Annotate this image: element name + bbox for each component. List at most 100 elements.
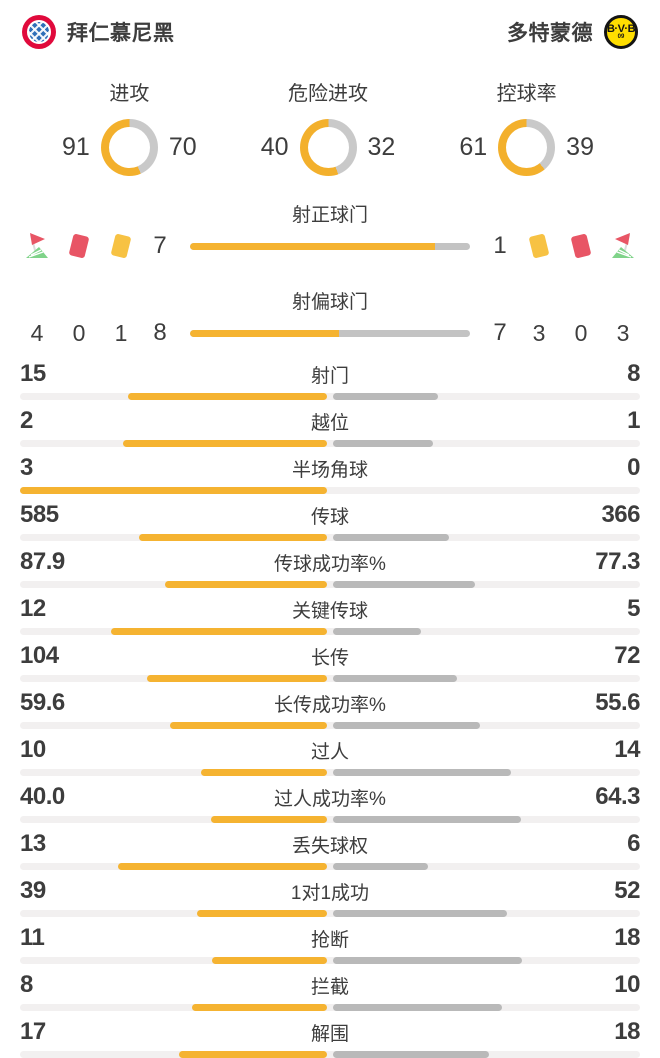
stat-home-value: 40.0 — [20, 783, 65, 810]
shots-on-target-away-value: 1 — [493, 232, 507, 259]
stat-label: 传球 — [310, 506, 349, 528]
stat-away-value: 52 — [614, 877, 640, 904]
stat-bar-home-fill — [165, 581, 327, 588]
stat-away-value: 10 — [614, 971, 640, 998]
stat-bar-home-fill — [146, 675, 327, 682]
stat-bar-away-fill — [333, 534, 450, 541]
stat-label: 长传 — [310, 647, 349, 669]
stat-row: 12 关键传球 5 — [20, 595, 640, 635]
shots-on-target-label: 射正球门 — [291, 205, 368, 226]
donut-possession-label: 控球率 — [496, 83, 557, 105]
home-team-name: 拜仁慕尼黑 — [67, 22, 175, 45]
stat-row: 585 传球 366 — [20, 501, 640, 541]
donut-possession-away-value: 39 — [566, 133, 594, 161]
stat-label: 越位 — [310, 412, 349, 434]
stat-bar-home-fill — [139, 534, 327, 541]
red-card-icon — [62, 232, 96, 260]
donut-dangerous-attacks-away-value: 32 — [367, 133, 396, 161]
shots-off-target-row: 4 0 1 8 7 3 0 3 — [20, 316, 640, 350]
donut-attacks-label: 进攻 — [109, 83, 150, 105]
donut-dangerous-attacks-label: 危险进攻 — [288, 83, 368, 105]
stat-row: 3 半场角球 0 — [20, 454, 640, 494]
stat-label: 1对1成功 — [290, 882, 370, 904]
donut-possession-home-value: 61 — [459, 133, 488, 161]
stat-bar — [20, 534, 640, 541]
home-discipline-icons — [20, 232, 138, 260]
stat-bar-away-fill — [333, 1004, 503, 1011]
shots-off-target-away-value: 7 — [493, 319, 507, 346]
stat-home-value: 8 — [20, 971, 33, 998]
stat-row: 2 越位 1 — [20, 407, 640, 447]
yellow-card-icon — [104, 232, 138, 260]
stat-bar — [20, 393, 640, 400]
stat-bar-away-fill — [333, 628, 422, 635]
stat-bar-home-fill — [123, 440, 327, 447]
donut-possession: 控球率 61 39 — [427, 77, 626, 176]
stat-bar-away-fill — [333, 440, 434, 447]
stat-away-value: 18 — [614, 924, 640, 951]
stat-away-value: 366 — [601, 501, 640, 528]
stat-home-value: 13 — [20, 830, 46, 857]
stat-bar-away-fill — [333, 722, 480, 729]
donut-dangerous-attacks: 危险进攻 40 32 — [229, 77, 428, 176]
stat-away-value: 6 — [627, 830, 640, 857]
stat-row: 17 解围 18 — [20, 1018, 640, 1058]
stat-label: 长传成功率% — [274, 694, 386, 716]
stat-home-value: 15 — [20, 360, 46, 387]
stat-bar — [20, 769, 640, 776]
away-team: 多特蒙德 B·V·B 09 — [507, 15, 638, 49]
stat-home-value: 17 — [20, 1018, 46, 1045]
home-discipline-counts: 4 0 1 — [20, 320, 138, 347]
donut-dangerous-attacks-ring — [299, 119, 357, 176]
stat-bar-home-fill — [127, 393, 327, 400]
stat-bar-home-fill — [20, 487, 327, 494]
stat-row: 59.6 长传成功率% 55.6 — [20, 689, 640, 729]
stat-bar — [20, 863, 640, 870]
corner-flag-icon — [20, 232, 54, 260]
stat-label: 半场角球 — [291, 459, 368, 481]
bayern-munich-badge-icon — [22, 15, 56, 49]
shots-off-target-bar — [190, 329, 470, 337]
stat-bar — [20, 1004, 640, 1011]
home-corners-count: 4 — [30, 319, 44, 346]
stat-home-value: 10 — [20, 736, 46, 763]
stat-bar — [20, 957, 640, 964]
stat-label: 丢失球权 — [291, 835, 368, 857]
stat-away-value: 64.3 — [595, 783, 640, 810]
stat-bar-away-fill — [333, 957, 523, 964]
stat-label: 过人成功率% — [274, 788, 386, 810]
stat-bar-home-fill — [179, 1051, 327, 1058]
stat-bar-home-fill — [197, 910, 327, 917]
shots-off-target-label: 射偏球门 — [291, 292, 368, 313]
away-discipline-icons — [522, 232, 640, 260]
stat-bar-away-fill — [333, 581, 476, 588]
stat-bar — [20, 722, 640, 729]
yellow-card-icon — [522, 232, 556, 260]
dortmund-badge-icon: B·V·B 09 — [604, 15, 638, 49]
stats-list: 15 射门 8 2 越位 1 3 半场角球 0 — [0, 350, 660, 1058]
stat-away-value: 14 — [614, 736, 640, 763]
stat-bar — [20, 628, 640, 635]
away-team-name: 多特蒙德 — [507, 22, 593, 45]
away-red-cards-count: 0 — [574, 319, 588, 346]
stat-home-value: 104 — [20, 642, 59, 669]
stat-bar — [20, 816, 640, 823]
stat-bar-away-fill — [333, 816, 522, 823]
stat-bar-away-fill — [333, 1051, 490, 1058]
donut-possession-ring — [498, 119, 556, 176]
stat-home-value: 3 — [20, 454, 33, 481]
stat-home-value: 2 — [20, 407, 33, 434]
stat-label: 射门 — [310, 365, 349, 387]
stat-home-value: 59.6 — [20, 689, 65, 716]
stat-row: 104 长传 72 — [20, 642, 640, 682]
stat-label: 解围 — [310, 1023, 349, 1045]
stat-bar-home-fill — [200, 769, 327, 776]
stat-bar-home-fill — [192, 1004, 327, 1011]
stat-home-value: 585 — [20, 501, 59, 528]
home-team: 拜仁慕尼黑 — [22, 15, 175, 49]
stat-bar-away-fill — [333, 863, 428, 870]
stat-bar — [20, 487, 640, 494]
stat-bar-home-fill — [117, 863, 327, 870]
stat-row: 40.0 过人成功率% 64.3 — [20, 783, 640, 823]
stat-bar — [20, 1051, 640, 1058]
